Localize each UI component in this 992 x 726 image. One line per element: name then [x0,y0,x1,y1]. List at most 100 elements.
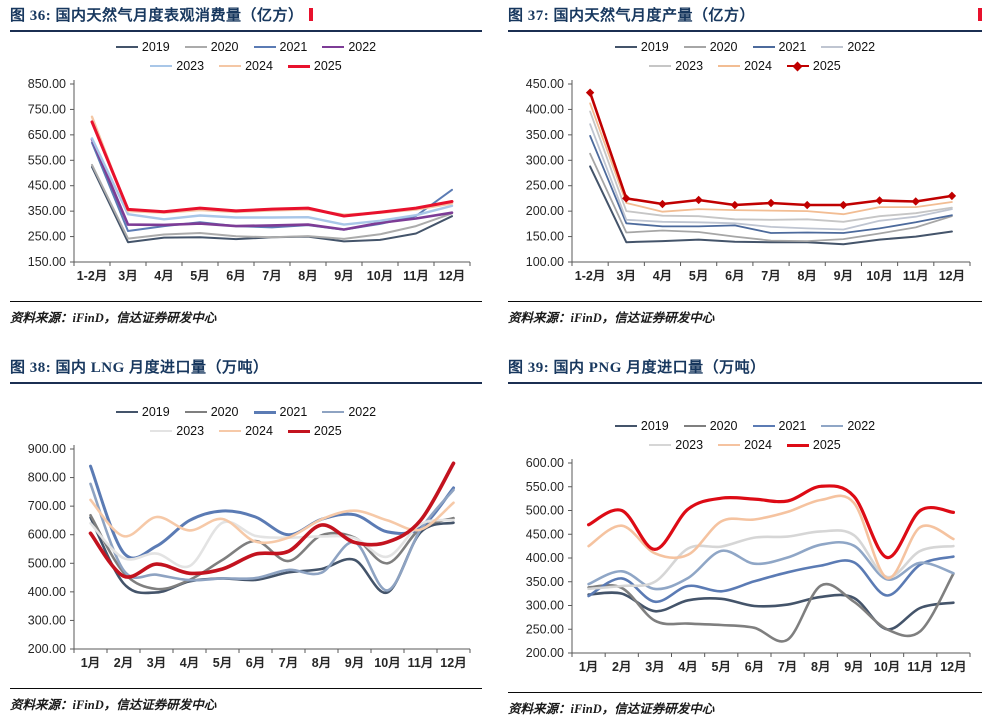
figure-header-38: 图 38: 国内 LNG 月度进口量（万吨） [10,356,482,384]
figure-title-37: 图 37: 国内天然气月度产量（亿方） [508,8,755,24]
x-tick-label: 4月 [678,660,697,674]
source-note-37: 资料来源：iFinD，信达证券研发中心 [508,301,982,326]
figure-title-36: 图 36: 国内天然气月度表观消费量（亿方） [10,8,304,24]
x-tick-label: 7月 [761,269,780,283]
legend-item-2024: 2024 [718,58,772,74]
y-tick-label: 400.00 [28,585,66,599]
legend-item-2021: 2021 [253,404,308,420]
legend-line-swatch [752,425,775,427]
series-line-2023 [90,137,454,226]
series-line-2021 [589,135,953,234]
y-tick-label: 200.00 [526,204,564,218]
x-tick-label: 11月 [408,656,434,670]
legend-line-swatch [683,46,706,48]
legend-label: 2021 [279,405,308,419]
x-tick-label: 5月 [712,660,731,674]
y-tick-label: 600.00 [28,528,66,542]
legend-label: 2025 [812,438,841,452]
x-tick-label: 8月 [298,269,317,283]
x-tick-label: 3月 [147,656,166,670]
series-line-2025 [90,120,454,218]
legend-label: 2020 [210,405,239,419]
y-tick-label: 850.00 [28,77,66,91]
legend-label: 2019 [640,40,669,54]
legend-label: 2023 [176,59,205,73]
legend-label: 2025 [812,59,841,73]
x-tick-label: 6月 [226,269,245,283]
legend-item-2022: 2022 [322,404,376,420]
x-tick-label: 7月 [778,660,797,674]
series-line-2024 [90,115,454,216]
legend-line-swatch [219,430,242,432]
axes: 150.00 250.00 350.00 450.00 550.00 650.00 750.… [28,77,471,283]
series-line-2020 [587,572,955,643]
legend-item-2020: 2020 [184,404,239,420]
legend-line-swatch [614,425,637,427]
x-tick-label: 12月 [939,269,965,283]
legend-line-swatch [115,411,138,413]
y-tick-label: 800.00 [28,471,66,485]
legend-line-swatch [287,64,310,68]
x-tick-label: 5月 [190,269,209,283]
y-tick-label: 300.00 [526,153,564,167]
legend-item-2020: 2020 [683,418,738,434]
figure-panel-37: 图 37: 国内天然气月度产量（亿方） 2019 2020 2021 2022 2023… [508,4,982,325]
y-tick-label: 150.00 [28,255,66,269]
source-text: 资料来源：iFinD，信达证券研发中心 [10,698,217,712]
legend-line-swatch [752,46,775,48]
x-tick-label: 6月 [745,660,764,674]
y-tick-label: 750.00 [28,102,66,116]
legend-line-swatch [253,410,276,414]
legend-item-2021: 2021 [752,418,806,434]
legend-line-swatch [287,429,310,433]
x-tick-label: 7月 [262,269,281,283]
series-line-2022 [89,482,455,592]
source-text: 资料来源：iFinD，信达证券研发中心 [508,702,715,716]
y-tick-label: 250.00 [526,622,564,636]
y-tick-label: 450.00 [526,527,564,541]
chart-legend-39: 2019 2020 2021 2022 2023 2024 2025 [508,418,982,453]
chart-legend-36: 2019 2020 2021 2022 2023 2024 2025 [10,39,482,74]
legend-label: 2019 [141,405,170,419]
y-tick-label: 200.00 [28,642,66,656]
x-tick-label: 4月 [154,269,173,283]
y-tick-label: 300.00 [526,599,564,613]
x-tick-label: 12月 [439,269,465,283]
legend-item-2020: 2020 [683,39,738,55]
legend-label: 2020 [709,419,738,433]
x-tick-label: 8月 [312,656,331,670]
legend-line-swatch [718,65,741,67]
axes: 100.00 150.00 200.00 250.00 300.00 350.00 400.… [526,77,971,283]
series-line-2025 [88,461,456,579]
series-line-2024 [589,102,953,216]
x-tick-label: 4月 [653,269,672,283]
x-tick-label: 2月 [612,660,631,674]
legend-label: 2024 [245,424,273,438]
figure-header-39: 图 39: 国内 PNG 月度进口量（万吨） [508,356,982,384]
x-tick-label: 12月 [440,656,466,670]
figure-panel-36: 图 36: 国内天然气月度表观消费量（亿方） 2019 2020 2021 2022 2… [10,4,482,325]
series-line-2022 [587,540,955,591]
legend-item-2019: 2019 [115,404,170,420]
source-note-39: 资料来源：iFinD，信达证券研发中心 [508,692,982,717]
figure-panel-38: 图 38: 国内 LNG 月度进口量（万吨） 2019 2020 2021 2022 2… [10,356,482,724]
y-tick-label: 600.00 [526,456,564,470]
legend-line-swatch [219,65,242,67]
line-chart-39: 200.00 250.00 300.00 350.00 400.00 450.00 500.… [508,455,982,684]
legend-item-2019: 2019 [614,39,669,55]
y-tick-label: 650.00 [28,128,66,142]
legend-item-2023: 2023 [150,423,204,439]
line-chart-svg: 100.00 150.00 200.00 250.00 300.00 350.00 400.… [526,77,971,283]
legend-item-2020: 2020 [184,39,239,55]
legend-label: 2023 [176,424,205,438]
y-tick-label: 100.00 [526,255,564,269]
x-tick-label: 9月 [345,656,364,670]
x-tick-label: 12月 [940,660,966,674]
legend-label: 2025 [313,59,342,73]
y-tick-label: 700.00 [28,499,66,513]
legend-item-2021: 2021 [752,39,806,55]
legend-line-swatch [649,65,672,67]
legend-label: 2022 [847,40,876,54]
legend-row: 2019 2020 2021 2022 [115,39,376,55]
legend-line-swatch [184,46,207,48]
